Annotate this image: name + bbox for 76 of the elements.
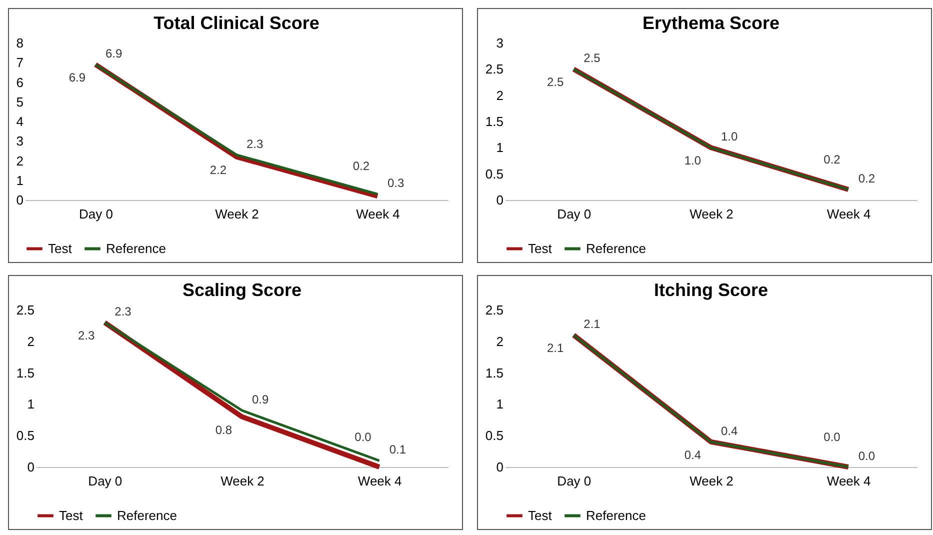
y-tick-label: 2 bbox=[16, 153, 24, 168]
y-tick-label: 2 bbox=[27, 334, 34, 349]
data-label: 2.3 bbox=[246, 136, 264, 151]
y-tick-label: 0.5 bbox=[16, 428, 34, 444]
y-tick-label: 1 bbox=[16, 172, 24, 188]
x-tick-label: Day 0 bbox=[88, 474, 122, 488]
x-tick-label: Week 4 bbox=[358, 474, 402, 488]
y-tick-label: 6 bbox=[16, 74, 24, 90]
y-tick-label: 4 bbox=[16, 114, 24, 129]
data-label: 0.0 bbox=[858, 449, 876, 463]
chart-title: Scaling Score bbox=[182, 280, 302, 300]
data-label: 0.4 bbox=[684, 448, 702, 462]
x-tick-label: Day 0 bbox=[79, 206, 113, 222]
x-tick-label: Week 2 bbox=[690, 206, 734, 222]
legend-label: Reference bbox=[106, 240, 166, 256]
y-tick-label: 7 bbox=[16, 55, 24, 70]
legend-label: Test bbox=[528, 240, 552, 256]
data-label: 2.5 bbox=[584, 51, 601, 66]
y-tick-label: 0.5 bbox=[485, 428, 504, 444]
y-tick-label: 1 bbox=[27, 396, 34, 412]
y-tick-label: 1 bbox=[496, 140, 504, 156]
data-label: 0.9 bbox=[252, 392, 270, 406]
legend-label: Reference bbox=[586, 240, 646, 256]
data-label: 0.8 bbox=[215, 422, 232, 437]
x-tick-label: Day 0 bbox=[557, 474, 592, 488]
chart-title: Itching Score bbox=[654, 280, 768, 300]
data-label: 0.2 bbox=[352, 159, 370, 174]
data-label: 1.0 bbox=[721, 130, 738, 144]
chart-title: Total Clinical Score bbox=[154, 13, 320, 33]
y-tick-label: 2.5 bbox=[485, 62, 504, 77]
data-label: 2.3 bbox=[114, 304, 132, 319]
data-label: 0.1 bbox=[389, 442, 406, 457]
y-tick-label: 2.5 bbox=[16, 302, 34, 318]
y-tick-label: 2 bbox=[496, 88, 504, 103]
y-tick-label: 1.5 bbox=[16, 365, 34, 380]
x-tick-label: Week 2 bbox=[690, 474, 734, 488]
y-tick-label: 1.5 bbox=[485, 365, 504, 380]
y-tick-label: 0.5 bbox=[485, 166, 504, 182]
x-tick-label: Week 2 bbox=[215, 206, 259, 222]
data-label: 2.3 bbox=[78, 328, 95, 343]
data-label: 0.2 bbox=[858, 172, 876, 186]
legend-label: Reference bbox=[586, 508, 646, 523]
y-tick-label: 5 bbox=[16, 94, 24, 110]
chart-title: Erythema Score bbox=[642, 13, 780, 33]
y-tick-label: 0 bbox=[496, 460, 504, 474]
data-label: 2.1 bbox=[546, 341, 564, 356]
y-tick-label: 0 bbox=[27, 460, 34, 474]
y-tick-label: 8 bbox=[16, 36, 24, 50]
y-tick-label: 1.5 bbox=[485, 114, 504, 129]
y-tick-label: 2 bbox=[496, 334, 504, 349]
x-tick-label: Week 4 bbox=[356, 206, 400, 222]
data-label: 0.0 bbox=[824, 430, 841, 444]
legend-label: Test bbox=[59, 508, 84, 523]
data-label: 2.2 bbox=[210, 162, 227, 177]
data-label: 0.4 bbox=[721, 424, 738, 438]
y-tick-label: 0 bbox=[496, 192, 504, 208]
data-label: 0.2 bbox=[824, 152, 841, 167]
x-tick-label: Week 4 bbox=[826, 206, 871, 222]
y-tick-label: 1 bbox=[496, 396, 504, 412]
legend-label: Test bbox=[48, 240, 72, 256]
x-tick-label: Week 2 bbox=[220, 474, 264, 488]
data-label: 1.0 bbox=[684, 154, 702, 168]
y-tick-label: 3 bbox=[496, 36, 504, 50]
data-label: 0.0 bbox=[354, 430, 372, 444]
data-label: 2.1 bbox=[584, 317, 601, 332]
data-label: 2.5 bbox=[546, 75, 564, 90]
x-tick-label: Week 4 bbox=[826, 474, 871, 488]
legend-label: Reference bbox=[117, 508, 177, 523]
data-label: 6.9 bbox=[106, 46, 123, 61]
y-tick-label: 3 bbox=[16, 134, 24, 149]
y-tick-label: 0 bbox=[16, 192, 24, 208]
y-tick-label: 2.5 bbox=[485, 302, 504, 318]
data-label: 6.9 bbox=[68, 70, 86, 85]
x-tick-label: Day 0 bbox=[557, 206, 592, 222]
legend-label: Test bbox=[528, 508, 552, 523]
data-label: 0.3 bbox=[388, 176, 405, 190]
